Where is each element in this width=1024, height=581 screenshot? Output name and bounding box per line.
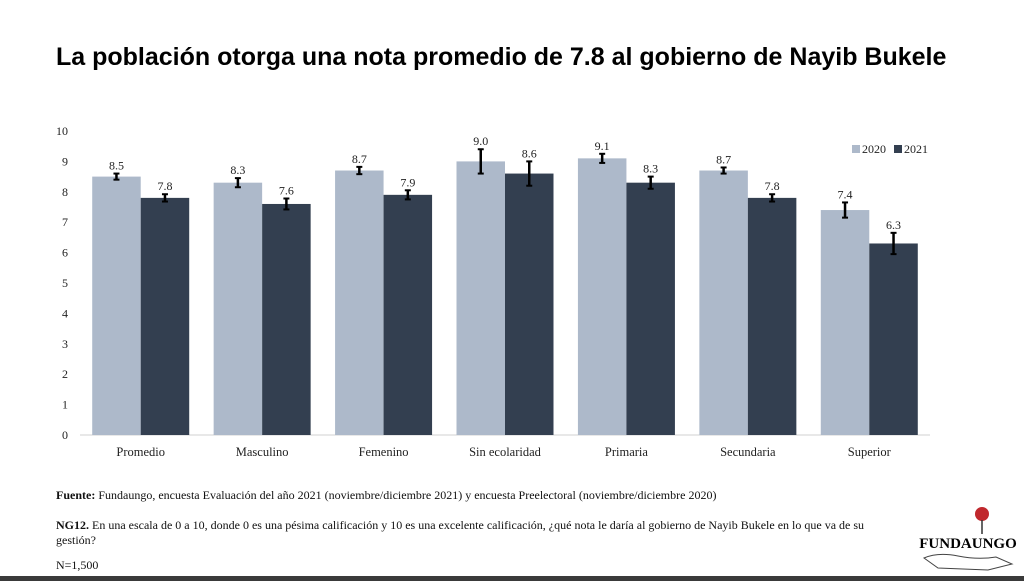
- y-tick-label: 1: [62, 398, 68, 412]
- source-note: Fuente: Fundaungo, encuesta Evaluación d…: [56, 488, 716, 503]
- data-label: 7.9: [400, 175, 415, 189]
- data-label: 8.3: [643, 162, 658, 176]
- y-tick-label: 0: [62, 428, 68, 442]
- legend-swatch-2020: [852, 145, 860, 153]
- bar-2020: [213, 182, 263, 435]
- bar-2020: [577, 158, 627, 436]
- y-tick-label: 10: [56, 124, 68, 138]
- data-label: 6.3: [886, 218, 901, 232]
- y-tick-label: 4: [62, 306, 68, 320]
- x-tick-label: Femenino: [359, 445, 409, 459]
- y-tick-label: 3: [62, 337, 68, 351]
- legend-swatch-2021: [894, 145, 902, 153]
- bar-2020: [92, 176, 141, 435]
- y-tick-label: 7: [62, 215, 68, 229]
- question-label: NG12.: [56, 518, 89, 532]
- bar-2020: [335, 170, 384, 435]
- y-tick-label: 8: [62, 185, 68, 199]
- bar-2021: [505, 173, 554, 435]
- bar-2021: [626, 182, 675, 435]
- question-text: En una escala de 0 a 10, donde 0 es una …: [56, 518, 865, 547]
- bar-2021: [383, 194, 433, 435]
- data-label: 8.6: [522, 146, 537, 160]
- bar-2021: [140, 197, 190, 435]
- data-label: 7.6: [279, 183, 294, 197]
- data-label: 7.8: [765, 179, 780, 193]
- bar-2021: [262, 203, 311, 435]
- data-label: 8.3: [230, 163, 245, 177]
- data-label: 9.0: [473, 134, 488, 148]
- y-tick-label: 6: [62, 246, 68, 260]
- bar-2020: [699, 170, 748, 435]
- fundaungo-logo: FUNDAUNGO: [919, 507, 1017, 571]
- data-label: 8.5: [109, 159, 124, 173]
- bar-chart: 0 1 2 3 4 5 6 7 8 9 10 8.5 7.8 Promedio 8.3 7.6 Masculin…: [56, 124, 930, 459]
- y-tick-label: 2: [62, 367, 68, 381]
- data-label: 9.1: [595, 139, 610, 153]
- svg-text:FUNDAUNGO: FUNDAUNGO: [919, 536, 1017, 552]
- sample-size: N=1,500: [56, 558, 99, 572]
- x-tick-label: Secundaria: [720, 445, 776, 459]
- bar-2020: [456, 161, 505, 435]
- source-text: Fundaungo, encuesta Evaluación del año 2…: [95, 488, 717, 502]
- y-tick-label: 9: [62, 154, 68, 168]
- x-tick-label: Superior: [848, 445, 892, 459]
- legend-label-2020: 2020: [862, 142, 886, 156]
- x-tick-label: Sin ecolaridad: [469, 445, 542, 459]
- x-tick-label: Promedio: [116, 445, 165, 459]
- x-tick-label: Masculino: [236, 445, 289, 459]
- bar-2021: [747, 197, 797, 435]
- data-label: 7.8: [157, 179, 172, 193]
- y-tick-label: 5: [62, 276, 68, 290]
- bar-2021: [869, 243, 918, 435]
- data-label: 8.7: [352, 152, 367, 166]
- data-label: 8.7: [716, 152, 731, 166]
- question-note: NG12. En una escala de 0 a 10, donde 0 e…: [56, 518, 886, 548]
- bar-2020: [820, 210, 870, 435]
- data-label: 7.4: [838, 187, 853, 201]
- chart-title: La población otorga una nota promedio de…: [56, 43, 947, 71]
- source-label: Fuente:: [56, 488, 96, 502]
- x-tick-label: Primaria: [605, 445, 648, 459]
- legend-label-2021: 2021: [904, 142, 928, 156]
- bottom-bar: [0, 576, 1024, 581]
